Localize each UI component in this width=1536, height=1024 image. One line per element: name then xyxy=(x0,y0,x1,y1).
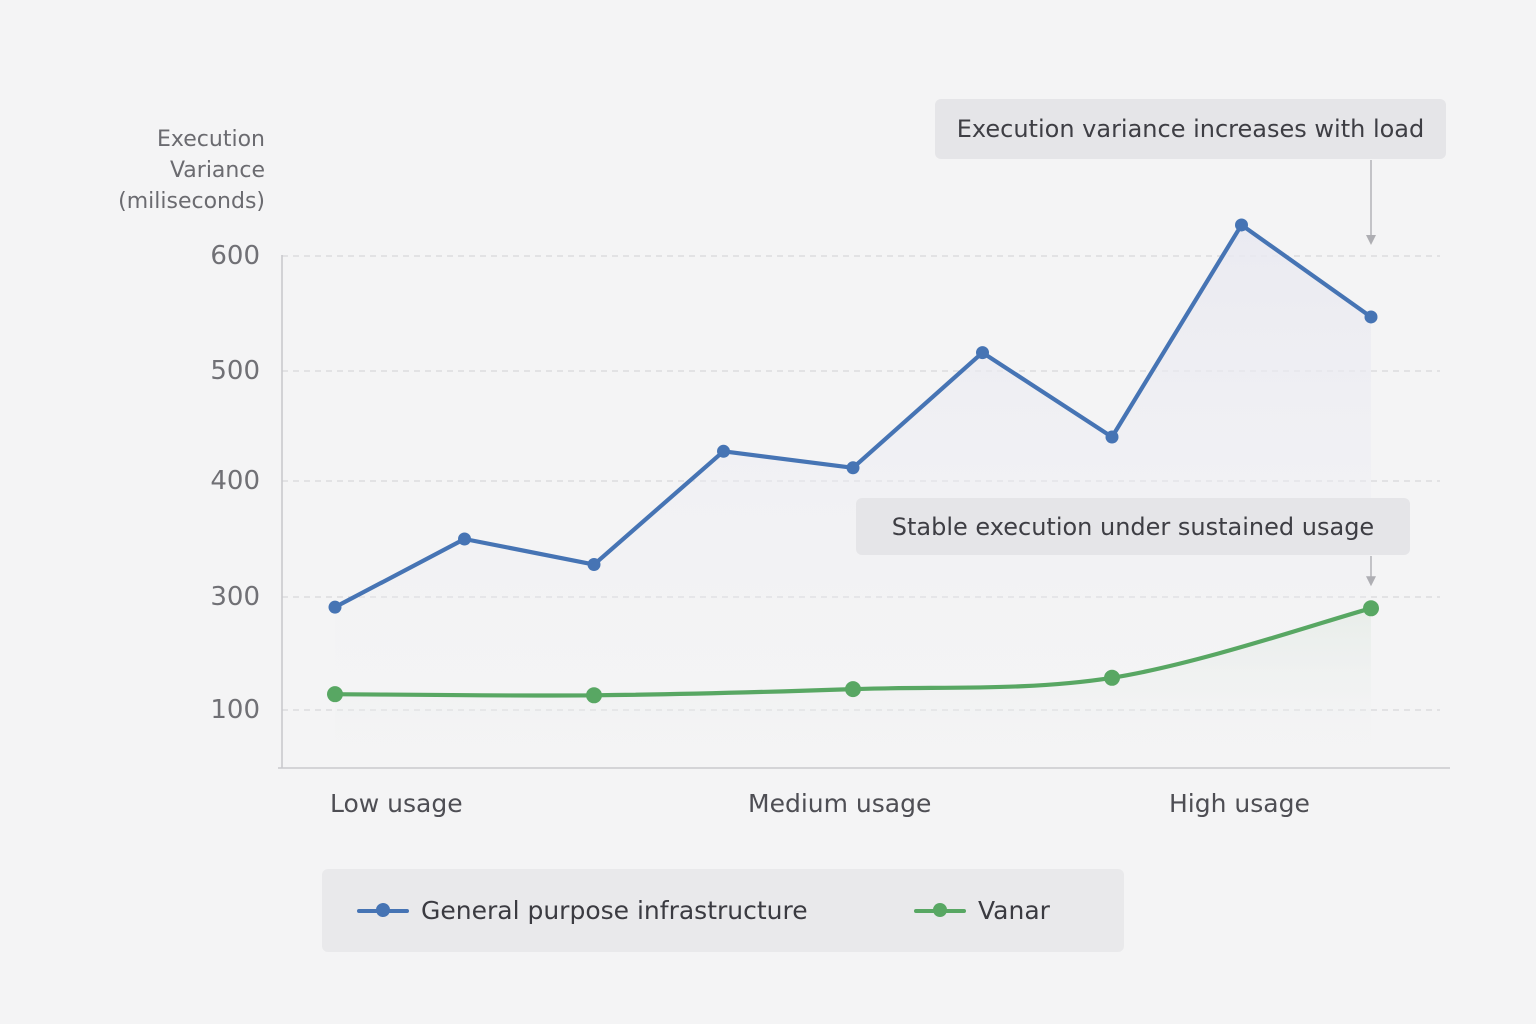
y-tick-label: 100 xyxy=(210,695,260,725)
y-tick-label: 600 xyxy=(210,241,260,271)
legend-item-general: General purpose infrastructure xyxy=(357,869,808,952)
data-point-general xyxy=(587,558,601,572)
y-tick-label: 300 xyxy=(210,582,260,612)
legend-swatch-vanar xyxy=(914,902,966,917)
y-tick-label: 400 xyxy=(210,466,260,496)
legend-swatch-general xyxy=(357,902,409,917)
data-point-general xyxy=(328,600,342,614)
y-axis-label-line: (miliseconds) xyxy=(118,189,265,214)
data-point-general xyxy=(846,461,860,475)
data-point-general xyxy=(976,346,989,360)
legend-label-general: General purpose infrastructure xyxy=(421,896,808,925)
data-point-general xyxy=(717,444,730,458)
data-point-vanar xyxy=(327,686,343,703)
y-tick-label: 500 xyxy=(210,356,260,386)
data-point-vanar xyxy=(845,681,861,698)
x-tick-label-high: High usage xyxy=(1169,789,1310,818)
data-point-vanar xyxy=(1363,600,1379,617)
chart-legend: General purpose infrastructure Vanar xyxy=(322,869,1124,952)
y-axis-label-line: Execution xyxy=(157,127,265,152)
data-point-general xyxy=(1105,430,1119,444)
y-axis-label: Execution Variance (miliseconds) xyxy=(118,124,265,217)
legend-item-vanar: Vanar xyxy=(914,869,1050,952)
annotation-arrowhead xyxy=(1366,576,1376,587)
data-point-vanar xyxy=(586,687,602,704)
annotation-variance-increases: Execution variance increases with load xyxy=(935,99,1446,159)
x-tick-label-low: Low usage xyxy=(330,789,463,818)
series-area xyxy=(335,608,1371,760)
legend-label-vanar: Vanar xyxy=(978,896,1050,925)
data-point-general xyxy=(458,532,471,546)
y-axis-label-line: Variance xyxy=(169,158,265,183)
data-point-vanar xyxy=(1104,669,1120,686)
data-point-general xyxy=(1364,310,1378,324)
series-area xyxy=(335,224,1371,760)
x-tick-label-medium: Medium usage xyxy=(748,789,932,818)
annotation-stable-execution: Stable execution under sustained usage xyxy=(856,498,1410,555)
data-point-general xyxy=(1235,218,1248,232)
annotation-arrowhead xyxy=(1366,234,1376,245)
